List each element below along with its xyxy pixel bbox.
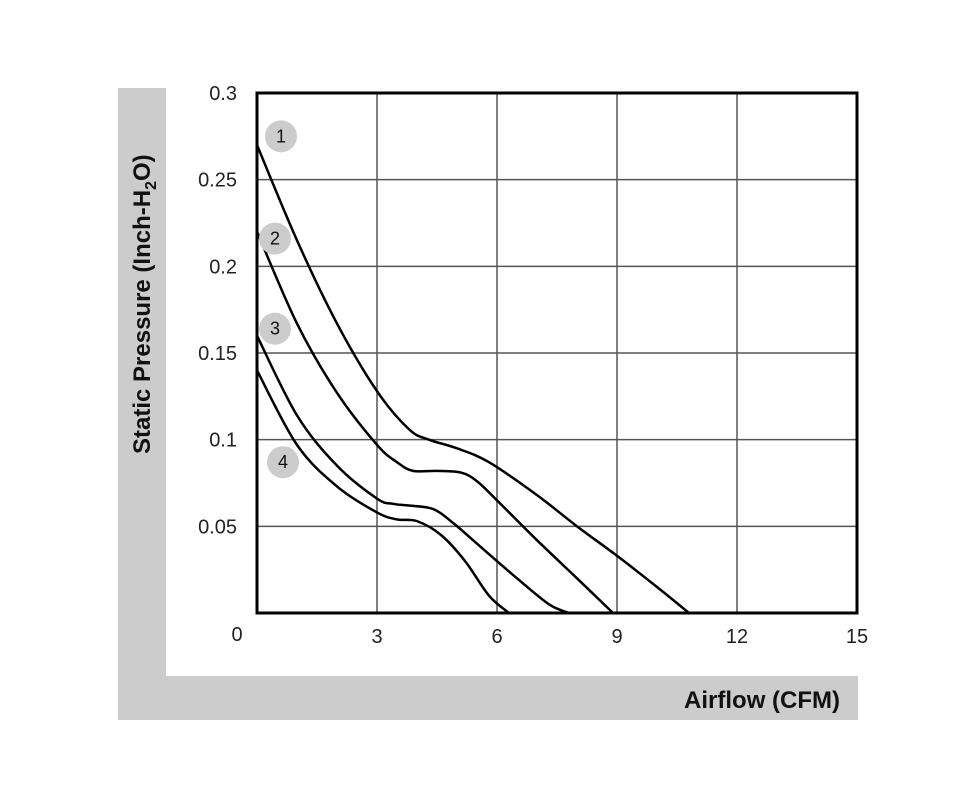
x-tick-label: 6 — [491, 626, 502, 648]
y-tick-label: 0.3 — [209, 83, 237, 105]
x-axis-title: Airflow (CFM) — [684, 687, 840, 714]
x-tick-label: 3 — [371, 626, 382, 648]
series-badge-label: 3 — [270, 319, 280, 339]
series-1-curve — [255, 143, 691, 615]
series-2-curve — [255, 230, 615, 615]
frame-left-bar — [118, 88, 166, 720]
series-2-badge: 2 — [259, 222, 291, 255]
series-3-curve — [255, 334, 571, 615]
series-badge-circle — [267, 446, 299, 479]
frame-bottom-bar — [118, 676, 858, 720]
y-axis-title-tail: O) — [129, 154, 156, 181]
x-tick-label: 12 — [726, 626, 748, 648]
series-badge-circle — [259, 312, 291, 345]
series-3-badge: 3 — [259, 312, 291, 345]
series-badge-label: 2 — [270, 229, 280, 249]
series-badge-circle — [259, 222, 291, 255]
plot-area-border — [255, 91, 859, 615]
y-axis-title-main: Static Pressure (Inch-H — [129, 190, 156, 454]
y-axis-title-subscript: 2 — [143, 181, 160, 190]
series-4-badge: 4 — [267, 446, 299, 479]
series-badge-circle — [265, 120, 297, 153]
y-tick-label: 0.15 — [198, 343, 237, 365]
y-tick-label: 0.1 — [209, 430, 237, 452]
y-tick-label: 0.2 — [209, 256, 237, 278]
x-tick-label: 9 — [611, 626, 622, 648]
y-tick-label: 0.05 — [198, 516, 237, 538]
series-badges: 1 2 3 4 — [259, 120, 299, 479]
series-badge-label: 4 — [278, 452, 288, 472]
y-axis-title: Static Pressure (Inch-H2O) — [129, 154, 160, 454]
x-tick-label: 15 — [846, 626, 868, 648]
grid-lines — [257, 92, 858, 613]
series-curves — [255, 143, 691, 615]
series-4-curve — [255, 369, 511, 615]
series-badge-label: 1 — [276, 126, 286, 146]
y-tick-label: 0.25 — [198, 170, 237, 192]
origin-label: 0 — [231, 624, 242, 646]
tick-labels: 3 6 9 12 150.050.10.150.20.250.3 — [198, 83, 868, 648]
series-1-badge: 1 — [265, 120, 297, 153]
